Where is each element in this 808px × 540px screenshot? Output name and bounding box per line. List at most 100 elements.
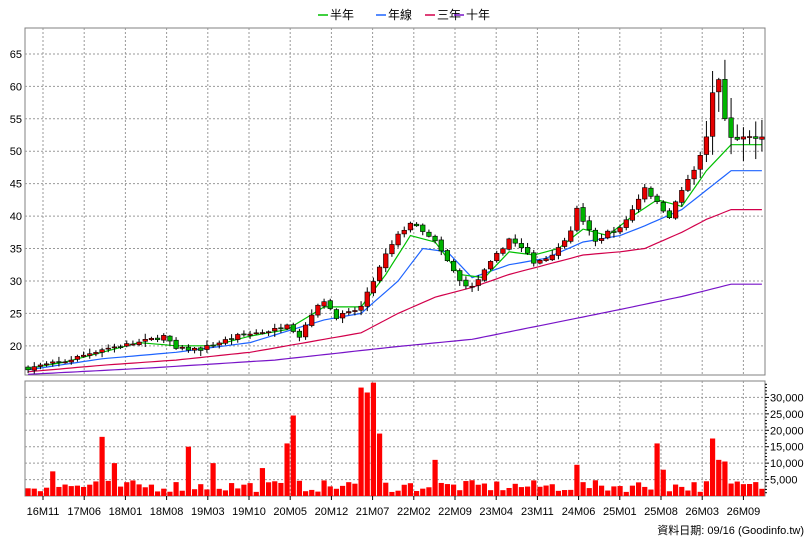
candlestick [413, 222, 420, 227]
candle-body [518, 243, 525, 249]
volume-bar [185, 446, 192, 496]
volume-bar [531, 480, 537, 496]
volume-bar [617, 486, 623, 496]
candle-body [413, 223, 420, 227]
candle-body [759, 136, 765, 140]
candle-body [506, 238, 512, 250]
candlestick [191, 346, 198, 354]
candle-body [272, 328, 278, 332]
candle-body [574, 207, 580, 231]
candlestick [105, 344, 111, 353]
candlestick [648, 186, 654, 199]
volume-bar [31, 488, 37, 496]
volume-tick-label: 25,000 [770, 409, 804, 421]
candle-body [228, 338, 235, 340]
volume-bar [50, 471, 56, 496]
legend-label-three-year: 三年 [437, 8, 461, 22]
candle-body [111, 346, 118, 349]
volume-bar [346, 482, 352, 496]
volume-panel: 5,000 10,000 15,000 20,000 25,000 30,000 [24, 380, 804, 497]
candle-body [235, 334, 241, 340]
volume-bar [660, 469, 666, 496]
candlestick [228, 334, 235, 345]
candlestick [697, 151, 703, 178]
candlestick [722, 59, 728, 121]
candlestick [148, 336, 155, 341]
volume-tick-label: 20,000 [770, 425, 804, 437]
candlestick [420, 223, 426, 236]
candlestick [37, 362, 44, 370]
candlestick [531, 249, 537, 267]
price-tick-label: 20 [10, 341, 22, 353]
volume-bar [383, 482, 389, 496]
legend-label-ten-year: 十年 [466, 8, 490, 22]
candlestick [617, 225, 623, 235]
candlestick [216, 340, 222, 349]
candle-body [74, 356, 81, 360]
volume-bar [746, 483, 753, 496]
candlestick [524, 242, 531, 255]
candlestick [111, 343, 118, 353]
candle-body [376, 266, 383, 281]
candlestick [31, 362, 37, 374]
volume-bar [611, 486, 617, 496]
price-panel: 20 25 30 35 40 45 50 55 60 65 [10, 27, 766, 376]
candlestick [518, 238, 525, 252]
candlestick [327, 298, 333, 311]
candlestick [25, 365, 31, 374]
volume-bar [210, 463, 216, 496]
candlestick [315, 303, 321, 318]
candlestick [611, 226, 617, 238]
candle-body [722, 79, 728, 120]
volume-bar [679, 486, 685, 496]
volume-bar [339, 485, 346, 496]
candle-body [50, 361, 56, 364]
candle-body [592, 229, 599, 242]
candle-body [481, 269, 488, 281]
candle-body [500, 248, 506, 254]
volume-bar [407, 483, 414, 496]
candlestick [80, 351, 87, 358]
candlestick [204, 340, 210, 353]
volume-bar [395, 490, 401, 496]
candlestick [740, 127, 747, 161]
candle-body [623, 219, 629, 228]
candle-body [555, 247, 562, 256]
candlestick [481, 268, 488, 282]
x-tick-label: 20M05 [273, 506, 307, 518]
candle-body [80, 354, 87, 357]
volume-bar [309, 489, 315, 496]
candlestick [179, 345, 185, 351]
candle-body [302, 324, 309, 338]
volume-bar [444, 484, 451, 496]
candle-body [210, 344, 216, 347]
volume-bar [179, 490, 185, 496]
candlestick [691, 166, 697, 185]
candle-body [444, 250, 451, 262]
volume-bar [241, 484, 247, 496]
volume-bar [728, 483, 734, 496]
price-tick-label: 35 [10, 244, 22, 256]
candle-body [358, 305, 364, 311]
x-tick-label: 16M11 [27, 506, 60, 518]
candlestick [728, 97, 734, 155]
candlestick [62, 359, 68, 364]
candle-body [426, 231, 432, 237]
x-tick-label: 21M07 [356, 506, 390, 518]
volume-bar [259, 468, 266, 496]
volume-bar [703, 481, 710, 496]
volume-bar [672, 484, 679, 496]
candlestick [629, 205, 636, 223]
volume-bar [734, 481, 740, 496]
volume-bar [450, 484, 457, 496]
candlestick [598, 233, 605, 244]
candlestick [426, 229, 432, 238]
volume-tick-label: 5,000 [770, 475, 798, 487]
volume-bar [568, 489, 574, 496]
volume-bar [648, 489, 654, 496]
candle-body [401, 229, 407, 235]
price-tick-label: 30 [10, 276, 22, 288]
ma-line-year [28, 170, 762, 371]
candlestick [753, 121, 759, 160]
volume-bar [333, 488, 340, 496]
